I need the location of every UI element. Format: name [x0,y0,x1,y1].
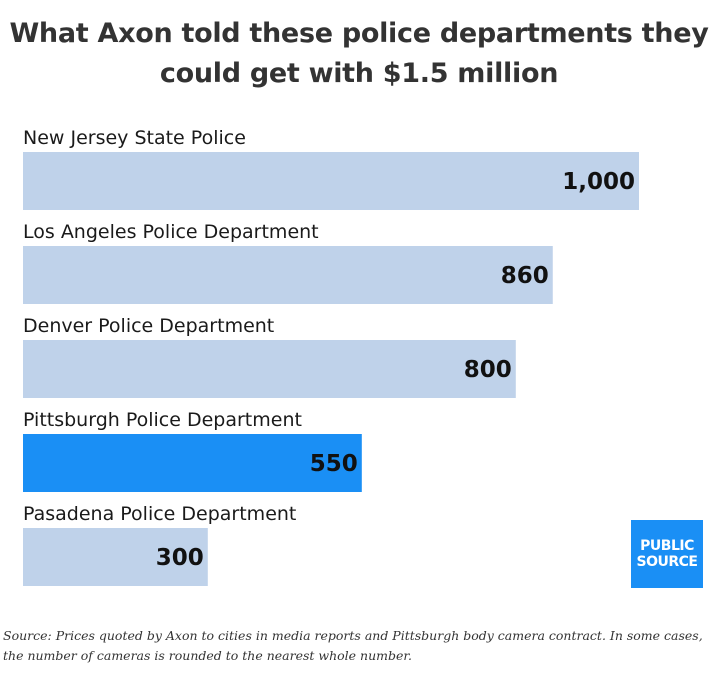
chart-title-line-2: could get with $1.5 million [159,58,559,89]
source-note: Source: Prices quoted by Axon to cities … [3,628,703,663]
logo-line-2: SOURCE [636,554,698,570]
public-source-logo: PUBLIC SOURCE [631,520,703,588]
value-label: 300 [156,545,204,571]
bar-chart-svg: New Jersey State Police 1,000 Los Angeles … [23,127,639,586]
category-label: Pasadena Police Department [23,503,296,525]
bar-chart: New Jersey State Police 1,000 Los Angeles … [23,127,639,586]
bar [23,152,639,210]
chart-title: What Axon told these police departments … [0,14,718,94]
category-label: New Jersey State Police [23,127,246,149]
bar [23,340,516,398]
chart-title-line-1: What Axon told these police departments … [9,18,709,49]
value-label: 800 [464,357,512,383]
bar [23,434,362,492]
value-label: 550 [310,451,358,477]
bar [23,246,553,304]
value-label: 1,000 [562,169,635,195]
category-label: Los Angeles Police Department [23,221,319,243]
logo-line-1: PUBLIC [640,538,694,554]
bar [23,528,208,586]
category-label: Denver Police Department [23,315,274,337]
category-label: Pittsburgh Police Department [23,409,302,431]
value-label: 860 [501,263,549,289]
